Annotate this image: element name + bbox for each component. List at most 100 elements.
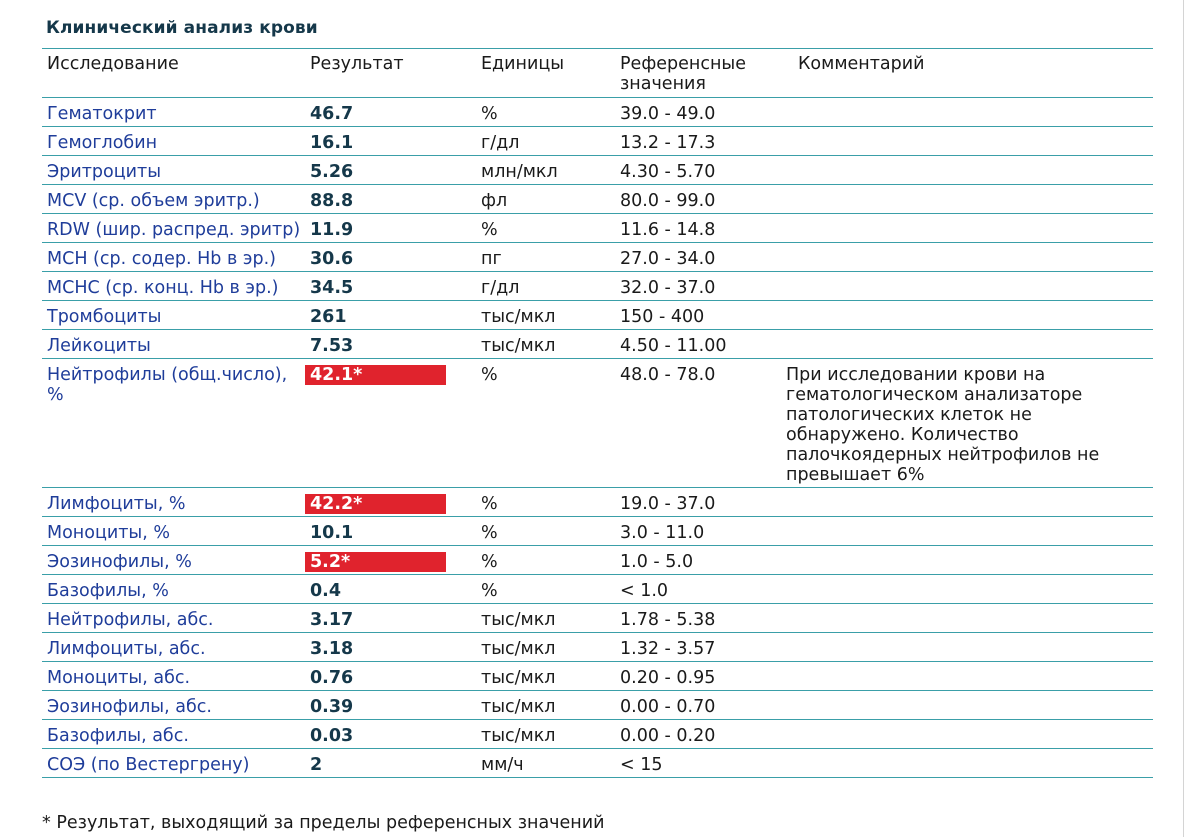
units-cell: % bbox=[476, 516, 615, 546]
test-name: Эозинофилы, % bbox=[42, 545, 305, 575]
result-cell: 10.1 bbox=[305, 516, 476, 546]
result-cell: 0.03 bbox=[305, 719, 476, 749]
results-table: Исследование Результат Единицы Референсн… bbox=[42, 49, 1153, 778]
result-cell: 3.18 bbox=[305, 632, 476, 662]
comment-cell bbox=[793, 719, 1153, 749]
reference-range-cell: 1.0 - 5.0 bbox=[615, 545, 793, 575]
comment-cell bbox=[793, 97, 1153, 127]
test-name: Базофилы, абс. bbox=[42, 719, 305, 749]
table-row: MCHC (ср. конц. Hb в эр.) 34.5 г/дл 32.0 - … bbox=[42, 271, 1153, 301]
comment-cell bbox=[793, 300, 1153, 330]
reference-range-cell: 4.50 - 11.00 bbox=[615, 329, 793, 359]
reference-range-cell: 4.30 - 5.70 bbox=[615, 155, 793, 185]
reference-range-cell: 80.0 - 99.0 bbox=[615, 184, 793, 214]
report-title: Клинический анализ крови bbox=[46, 18, 318, 38]
units-cell: тыс/мкл bbox=[476, 632, 615, 662]
reference-range-cell: 1.32 - 3.57 bbox=[615, 632, 793, 662]
units-cell: тыс/мкл bbox=[476, 661, 615, 691]
comment-cell bbox=[793, 126, 1153, 156]
comment-cell bbox=[793, 748, 1153, 778]
reference-range-cell: 32.0 - 37.0 bbox=[615, 271, 793, 301]
result-cell: 261 bbox=[305, 300, 476, 330]
comment-cell bbox=[793, 329, 1153, 359]
test-name: Моноциты, % bbox=[42, 516, 305, 546]
units-cell: пг bbox=[476, 242, 615, 272]
test-name: Моноциты, абс. bbox=[42, 661, 305, 691]
column-header-units: Единицы bbox=[476, 49, 615, 98]
out-of-range-result: 5.2* bbox=[305, 551, 446, 572]
test-name: Гемоглобин bbox=[42, 126, 305, 156]
reference-range-cell: < 1.0 bbox=[615, 574, 793, 604]
test-name: Лейкоциты bbox=[42, 329, 305, 359]
reference-range-cell: 48.0 - 78.0 bbox=[615, 358, 793, 488]
result-cell: 0.76 bbox=[305, 661, 476, 691]
table-row: Гемоглобин 16.1 г/дл 13.2 - 17.3 bbox=[42, 126, 1153, 156]
units-cell: % bbox=[476, 574, 615, 604]
comment-text: При исследовании крови на гематологическ… bbox=[786, 364, 1100, 485]
reference-range-cell: 0.00 - 0.70 bbox=[615, 690, 793, 720]
result-cell: 34.5 bbox=[305, 271, 476, 301]
comment-cell bbox=[793, 574, 1153, 604]
reference-range-cell: < 15 bbox=[615, 748, 793, 778]
result-cell: 42.2* bbox=[305, 487, 476, 517]
column-header-reference: Референсные значения bbox=[615, 49, 793, 98]
reference-range-cell: 11.6 - 14.8 bbox=[615, 213, 793, 243]
result-cell: 0.39 bbox=[305, 690, 476, 720]
result-cell: 7.53 bbox=[305, 329, 476, 359]
test-name: Эритроциты bbox=[42, 155, 305, 185]
units-cell: % bbox=[476, 213, 615, 243]
column-header-comment: Комментарий bbox=[793, 49, 1153, 98]
comment-cell bbox=[793, 487, 1153, 517]
test-name: Эозинофилы, абс. bbox=[42, 690, 305, 720]
test-name: MCV (ср. объем эритр.) bbox=[42, 184, 305, 214]
out-of-range-result: 42.1* bbox=[305, 364, 446, 385]
comment-cell bbox=[793, 661, 1153, 691]
reference-range-cell: 0.20 - 0.95 bbox=[615, 661, 793, 691]
units-cell: тыс/мкл bbox=[476, 719, 615, 749]
test-name: Гематокрит bbox=[42, 97, 305, 127]
test-name: Базофилы, % bbox=[42, 574, 305, 604]
reference-range-cell: 19.0 - 37.0 bbox=[615, 487, 793, 517]
units-cell: тыс/мкл bbox=[476, 300, 615, 330]
comment-cell: При исследовании крови на гематологическ… bbox=[786, 358, 1153, 488]
column-header-name: Исследование bbox=[42, 49, 305, 98]
reference-range-cell: 27.0 - 34.0 bbox=[615, 242, 793, 272]
reference-range-cell: 0.00 - 0.20 bbox=[615, 719, 793, 749]
table-row: Моноциты, абс. 0.76 тыс/мкл 0.20 - 0.95 bbox=[42, 661, 1153, 691]
test-name: Нейтрофилы (общ.число), % bbox=[42, 358, 305, 488]
comment-cell bbox=[793, 155, 1153, 185]
result-cell: 11.9 bbox=[305, 213, 476, 243]
result-cell: 0.4 bbox=[305, 574, 476, 604]
result-cell: 5.26 bbox=[305, 155, 476, 185]
units-cell: тыс/мкл bbox=[476, 329, 615, 359]
units-cell: % bbox=[476, 97, 615, 127]
table-row: Эозинофилы, % 5.2*% 1.0 - 5.0 bbox=[42, 545, 1153, 575]
result-cell: 88.8 bbox=[305, 184, 476, 214]
table-row: Нейтрофилы, абс. 3.17 тыс/мкл 1.78 - 5.38 bbox=[42, 603, 1153, 633]
results-table-body: Гематокрит 46.7% 39.0 - 49.0 Гемоглобин 16.1… bbox=[42, 97, 1153, 778]
result-cell: 16.1 bbox=[305, 126, 476, 156]
table-row: Базофилы, абс. 0.03 тыс/мкл 0.00 - 0.20 bbox=[42, 719, 1153, 749]
reference-range-cell: 13.2 - 17.3 bbox=[615, 126, 793, 156]
table-row: Нейтрофилы (общ.число), % 42.1*% 48.0 - 78… bbox=[42, 358, 1153, 488]
reference-range-cell: 150 - 400 bbox=[615, 300, 793, 330]
units-cell: фл bbox=[476, 184, 615, 214]
reference-range-cell: 39.0 - 49.0 bbox=[615, 97, 793, 127]
test-name: Лимфоциты, абс. bbox=[42, 632, 305, 662]
frame-border bbox=[1183, 0, 1184, 837]
result-cell: 2 bbox=[305, 748, 476, 778]
test-name: RDW (шир. распред. эритр) bbox=[42, 213, 305, 243]
comment-cell bbox=[793, 632, 1153, 662]
comment-cell bbox=[793, 603, 1153, 633]
test-name: Тромбоциты bbox=[42, 300, 305, 330]
result-cell: 42.1* bbox=[305, 358, 476, 488]
table-header-row: Исследование Результат Единицы Референсн… bbox=[42, 49, 1153, 98]
table-row: СОЭ (по Вестергрену) 2 мм/ч < 15 bbox=[42, 748, 1153, 778]
table-row: Эозинофилы, абс. 0.39 тыс/мкл 0.00 - 0.70 bbox=[42, 690, 1153, 720]
comment-cell bbox=[793, 516, 1153, 546]
comment-cell bbox=[793, 184, 1153, 214]
column-header-result: Результат bbox=[305, 49, 476, 98]
title-divider bbox=[42, 48, 1153, 49]
table-row: Лимфоциты, абс. 3.18 тыс/мкл 1.32 - 3.57 bbox=[42, 632, 1153, 662]
